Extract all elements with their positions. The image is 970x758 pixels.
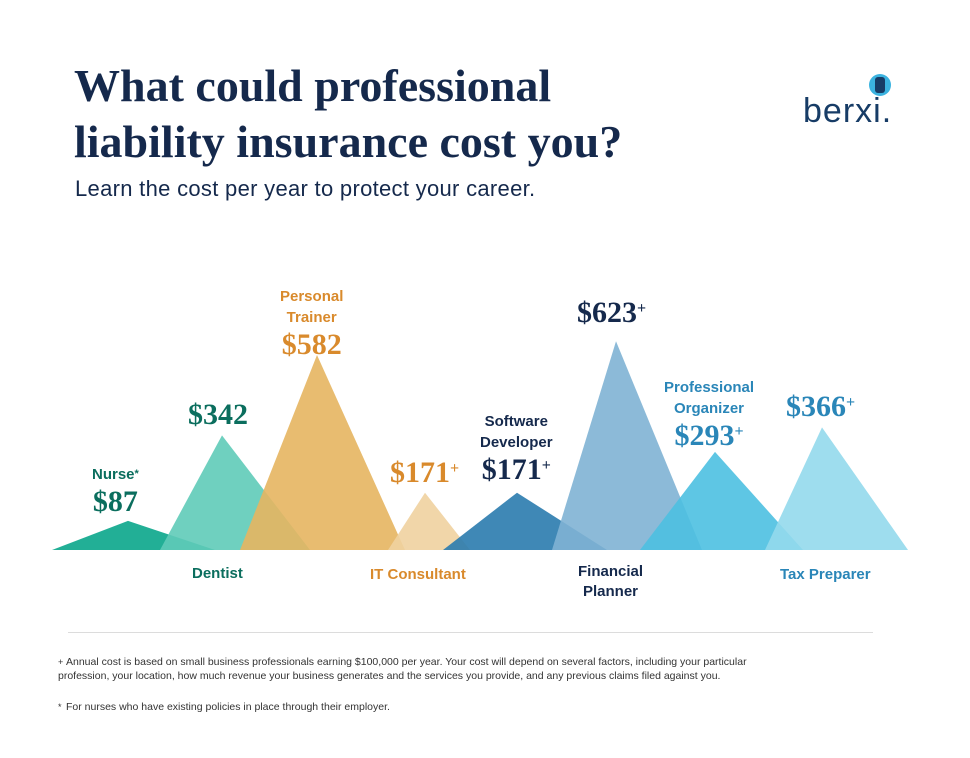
label-dentist-value: $342 [188, 398, 248, 432]
value-label: $171 [390, 456, 450, 489]
footnote-mark: + [58, 657, 64, 667]
category-label: Trainer [286, 309, 337, 326]
footnote-mark: + [846, 394, 856, 411]
footnote-mark: + [637, 300, 647, 317]
value-label: $582 [281, 328, 342, 361]
logo-text: berxi. [803, 92, 893, 130]
label-it-consultant-value: $171+ [390, 456, 459, 490]
footnote-star: * For nurses who have existing policies i… [58, 700, 798, 714]
value-label: $342 [188, 398, 248, 431]
label-personal-trainer: Personal Trainer $582 [280, 286, 343, 362]
triangle-financial-planner [552, 341, 702, 550]
page-title: What could professional liability insura… [74, 58, 774, 170]
label-software-developer: Software Developer $171+ [480, 411, 553, 487]
label-tax-preparer-value: $366+ [786, 390, 855, 424]
triangle-tax-preparer [765, 427, 908, 550]
category-label: Nurse [92, 466, 135, 483]
label-dentist: Dentist [192, 565, 243, 582]
footnote-text: Annual cost is based on small business p… [58, 656, 747, 682]
subtitle: Learn the cost per year to protect your … [75, 176, 536, 201]
value-label: $87 [92, 485, 138, 518]
footnote-mark: + [541, 457, 551, 474]
value-label: $171 [481, 453, 542, 486]
label-it-consultant: IT Consultant [370, 566, 466, 583]
footnote-mark: * [58, 702, 62, 712]
logo-mark-icon [869, 74, 891, 96]
value-label: $366 [786, 390, 846, 423]
title-line-1: What could professional [74, 60, 552, 111]
triangle-it-consultant [388, 492, 470, 550]
title-line-2: liability insurance cost you? [74, 116, 623, 167]
label-professional-organizer: Professional Organizer $293+ [664, 377, 754, 453]
category-label: Personal [280, 288, 344, 305]
value-label: $293 [674, 419, 735, 452]
value-label: $623 [577, 296, 637, 329]
category-label: Planner [583, 583, 639, 600]
category-label: Developer [480, 434, 553, 451]
footnote-mark: * [134, 468, 139, 480]
label-financial-planner-value: $623+ [577, 296, 646, 330]
triangle-personal-trainer [240, 355, 405, 550]
label-financial-planner: Financial Planner [578, 562, 643, 602]
footnote-text: For nurses who have existing policies in… [66, 701, 390, 713]
category-label: Professional [664, 379, 755, 396]
label-tax-preparer: Tax Preparer [780, 566, 871, 583]
category-label: Organizer [674, 400, 745, 417]
category-label: Software [484, 413, 548, 430]
footnote-plus: + Annual cost is based on small business … [58, 655, 798, 683]
label-nurse: Nurse* $87 [92, 464, 139, 519]
footnote-mark: + [734, 423, 744, 440]
divider [68, 632, 873, 633]
footnote-mark: + [450, 460, 460, 477]
triangle-professional-organizer [640, 451, 803, 550]
berxi-logo: berxi. [803, 72, 913, 132]
category-label: Financial [578, 563, 644, 580]
